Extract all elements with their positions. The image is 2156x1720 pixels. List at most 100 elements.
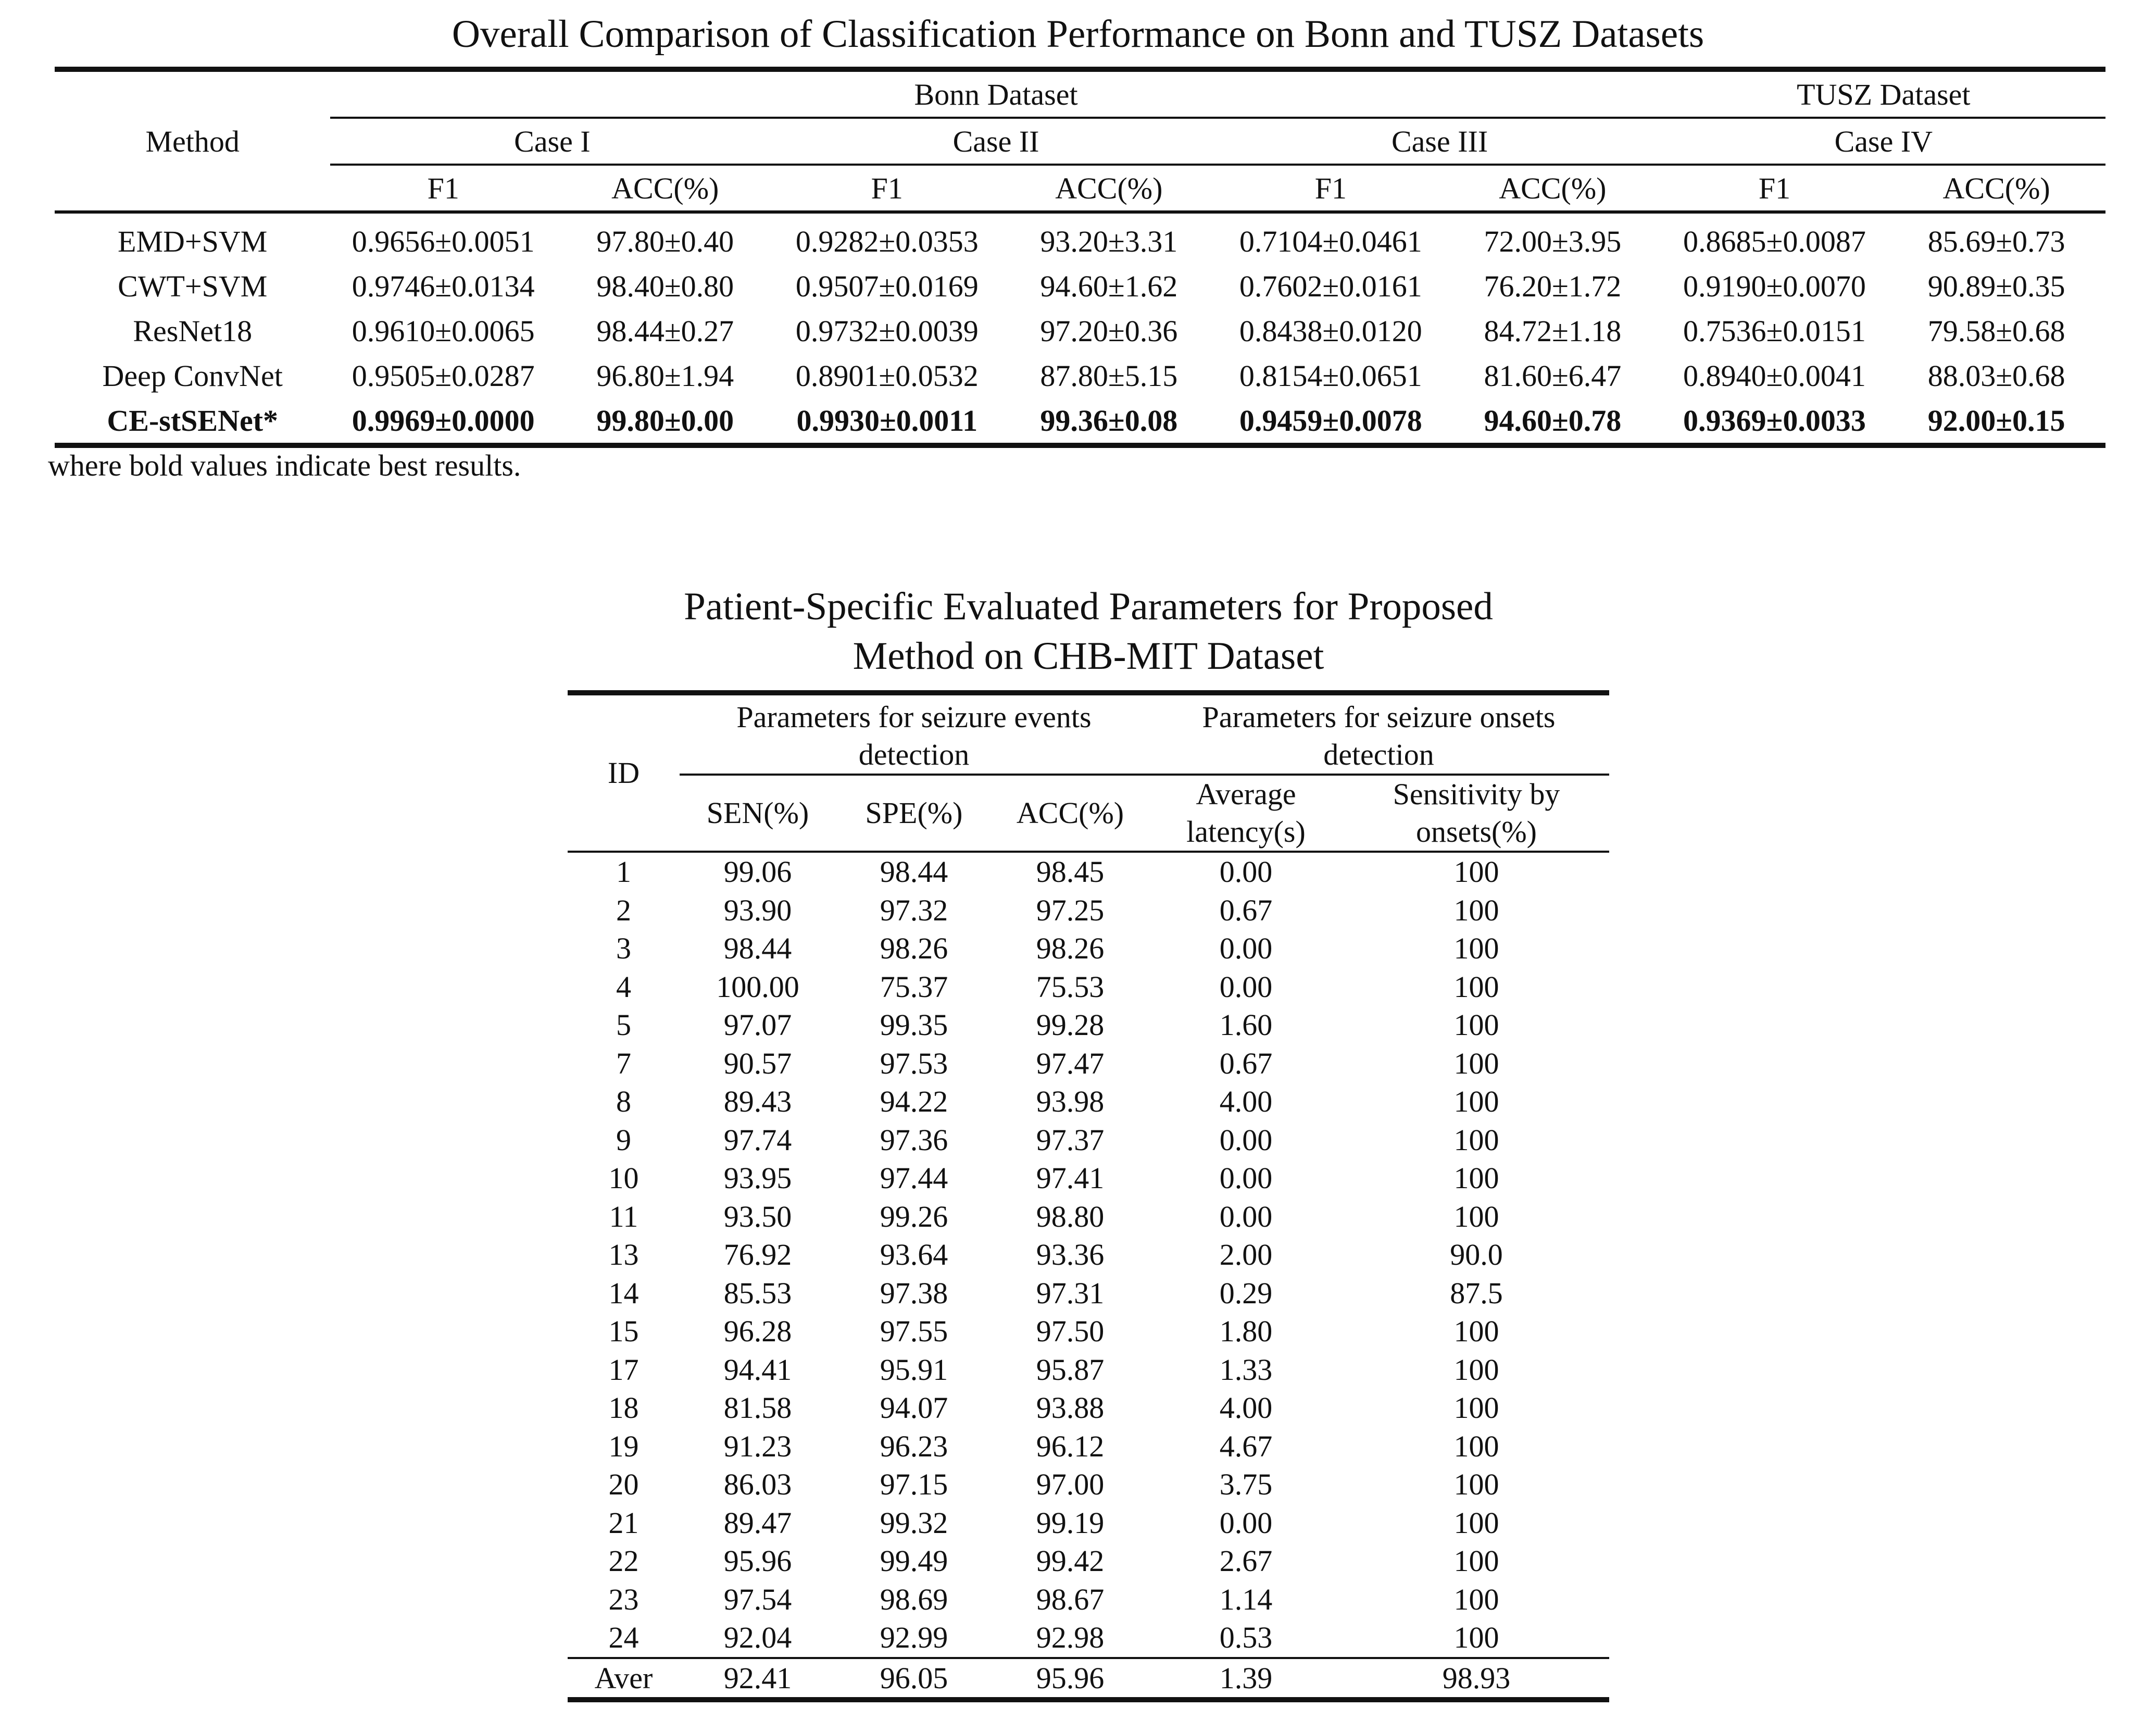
value-cell: 99.42 xyxy=(1036,1544,1105,1578)
value-cell: 97.41 xyxy=(1036,1161,1105,1195)
parameter-column-header: Average latency(s) xyxy=(1148,775,1344,853)
table-row: CE-stSENet* 0.9969±0.0000 99.80±0.00 0.9930… xyxy=(55,398,2105,445)
patient-id-cell: 15 xyxy=(608,1314,639,1348)
acc-value-cell: 72.00±3.95 xyxy=(1484,224,1622,258)
value-cell: 0.53 xyxy=(1219,1621,1273,1654)
value-cell: 0.29 xyxy=(1219,1276,1273,1310)
acc-value-cell: 76.20±1.72 xyxy=(1484,269,1622,303)
patient-id-cell: 17 xyxy=(608,1352,639,1387)
value-cell: 0.00 xyxy=(1219,1505,1273,1540)
f1-value-cell: 0.9930±0.0011 xyxy=(796,403,978,438)
table-row: 7 90.57 97.53 97.47 0.67 100 xyxy=(568,1044,1609,1083)
value-cell: 0.00 xyxy=(1219,969,1273,1004)
table-row: 13 76.92 93.64 93.36 2.00 90.0 xyxy=(568,1236,1609,1274)
value-cell: 97.38 xyxy=(880,1276,948,1310)
acc-value-cell: 97.80±0.40 xyxy=(596,224,734,258)
value-cell: 93.90 xyxy=(723,893,792,927)
acc-value-cell: 85.69±0.73 xyxy=(1927,224,2065,258)
acc-value-cell: 92.00±0.15 xyxy=(1927,403,2065,438)
value-cell: 75.37 xyxy=(880,969,948,1004)
seizure-onsets-header: Parameters for seizure onsets detection xyxy=(1148,693,1609,776)
value-cell: 94.22 xyxy=(880,1085,948,1118)
acc-value-cell: 99.80±0.00 xyxy=(596,403,734,438)
value-cell: 100 xyxy=(1453,1046,1499,1080)
value-cell: 100 xyxy=(1453,1429,1499,1463)
f1-value-cell: 0.9746±0.0134 xyxy=(352,269,535,303)
patient-id-cell: 21 xyxy=(608,1505,639,1540)
value-cell: 94.07 xyxy=(880,1391,948,1425)
value-cell: 95.91 xyxy=(880,1352,948,1387)
value-cell: 100 xyxy=(1453,1467,1499,1501)
value-cell: 100 xyxy=(1453,1391,1499,1425)
table-row: 18 81.58 94.07 93.88 4.00 100 xyxy=(568,1389,1609,1427)
value-cell: 100 xyxy=(1453,931,1499,965)
value-cell: 100 xyxy=(1453,855,1499,889)
table-row: EMD+SVM 0.9656±0.0051 97.80±0.40 0.9282±0.0… xyxy=(55,212,2105,264)
parameter-column-header: ACC(%) xyxy=(992,775,1148,853)
value-cell: 89.47 xyxy=(723,1505,792,1540)
table-row: 10 93.95 97.44 97.41 0.00 100 xyxy=(568,1159,1609,1198)
f1-value-cell: 0.9459±0.0078 xyxy=(1239,403,1422,438)
value-cell: 98.67 xyxy=(1036,1582,1105,1616)
value-cell: 0.67 xyxy=(1219,893,1273,927)
value-cell: 86.03 xyxy=(723,1467,792,1501)
table-row: 9 97.74 97.36 97.37 0.00 100 xyxy=(568,1121,1609,1160)
value-cell: 97.32 xyxy=(880,893,948,927)
patient-id-cell: 4 xyxy=(616,969,631,1004)
table-row: CWT+SVM 0.9746±0.0134 98.40±0.80 0.9507±0.0… xyxy=(55,264,2105,308)
value-cell: 100 xyxy=(1453,1085,1499,1118)
patient-id-cell: 8 xyxy=(616,1085,631,1118)
f1-value-cell: 0.9282±0.0353 xyxy=(795,224,979,258)
table-row: 17 94.41 95.91 95.87 1.33 100 xyxy=(568,1351,1609,1389)
value-cell: 0.00 xyxy=(1219,1199,1273,1233)
value-cell: 4.00 xyxy=(1219,1391,1273,1425)
value-cell: 97.54 xyxy=(723,1582,792,1616)
value-cell: 100 xyxy=(1453,1123,1499,1157)
value-cell: 93.64 xyxy=(880,1238,948,1272)
value-cell: 97.07 xyxy=(723,1008,792,1042)
value-cell: 98.80 xyxy=(1036,1199,1105,1233)
table-row: 14 85.53 97.38 97.31 0.29 87.5 xyxy=(568,1274,1609,1313)
patient-id-cell: 1 xyxy=(616,855,631,889)
value-cell: 93.95 xyxy=(723,1161,792,1195)
patient-id-cell: 7 xyxy=(616,1046,631,1080)
comparison-table: Method Bonn Dataset TUSZ Dataset Case I … xyxy=(55,67,2105,448)
value-cell: 97.37 xyxy=(1036,1123,1105,1157)
acc-value-cell: 97.20±0.36 xyxy=(1040,314,1178,348)
value-cell: 99.06 xyxy=(723,855,792,889)
acc-value-cell: 90.89±0.35 xyxy=(1927,269,2065,303)
value-cell: 98.44 xyxy=(723,931,792,965)
value-cell: 89.43 xyxy=(723,1085,792,1118)
patient-id-cell: 9 xyxy=(616,1123,631,1157)
case-header: Case III xyxy=(1218,118,1662,166)
table1-title: Overall Comparison of Classification Per… xyxy=(452,13,1704,56)
method-cell: CE-stSENet* xyxy=(107,403,279,438)
tusz-dataset-header: TUSZ Dataset xyxy=(1661,69,2105,119)
value-cell: 3.75 xyxy=(1219,1467,1273,1501)
value-cell: 2.67 xyxy=(1219,1544,1273,1578)
acc-column-header: ACC(%) xyxy=(1887,165,2105,213)
method-cell: EMD+SVM xyxy=(118,224,268,258)
value-cell: 99.35 xyxy=(880,1008,948,1042)
f1-column-header: F1 xyxy=(1661,165,1888,213)
acc-value-cell: 94.60±1.62 xyxy=(1040,269,1178,303)
average-value-cell: 95.96 xyxy=(1036,1661,1105,1695)
average-value-cell: 92.41 xyxy=(723,1661,792,1695)
patient-id-cell: 22 xyxy=(608,1544,639,1578)
f1-column-header: F1 xyxy=(774,165,1000,213)
f1-value-cell: 0.8685±0.0087 xyxy=(1683,224,1866,258)
acc-column-header: ACC(%) xyxy=(556,165,774,213)
value-cell: 100 xyxy=(1453,1352,1499,1387)
f1-value-cell: 0.8154±0.0651 xyxy=(1239,358,1422,393)
value-cell: 75.53 xyxy=(1036,969,1105,1004)
value-cell: 98.45 xyxy=(1036,855,1105,889)
method-cell: CWT+SVM xyxy=(118,269,268,303)
table-row: 20 86.03 97.15 97.00 3.75 100 xyxy=(568,1465,1609,1504)
value-cell: 1.80 xyxy=(1219,1314,1273,1348)
method-cell: ResNet18 xyxy=(133,314,253,348)
patient-id-cell: 18 xyxy=(608,1391,639,1425)
f1-value-cell: 0.9656±0.0051 xyxy=(352,224,535,258)
parameter-column-header: SPE(%) xyxy=(836,775,992,853)
f1-value-cell: 0.8438±0.0120 xyxy=(1239,314,1422,348)
value-cell: 99.26 xyxy=(880,1199,948,1233)
